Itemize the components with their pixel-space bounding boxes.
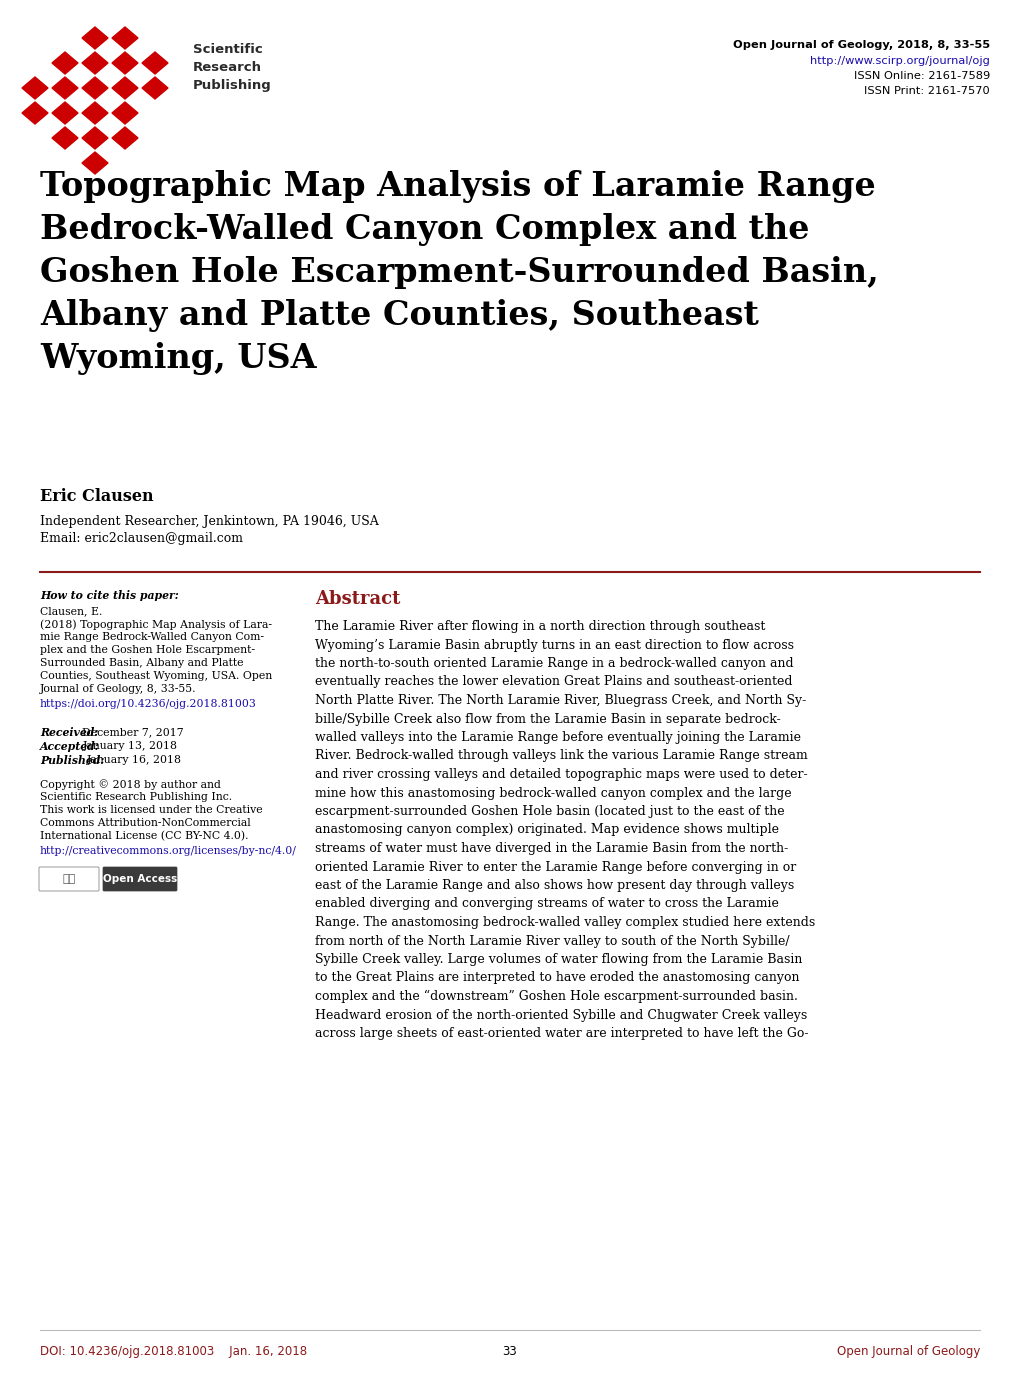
Text: January 13, 2018: January 13, 2018 bbox=[83, 740, 177, 752]
Text: Published:: Published: bbox=[40, 756, 104, 765]
Text: Range. The anastomosing bedrock-walled valley complex studied here extends: Range. The anastomosing bedrock-walled v… bbox=[315, 916, 814, 929]
Text: plex and the Goshen Hole Escarpment-: plex and the Goshen Hole Escarpment- bbox=[40, 645, 255, 655]
Text: Wyoming’s Laramie Basin abruptly turns in an east direction to flow across: Wyoming’s Laramie Basin abruptly turns i… bbox=[315, 638, 793, 652]
Polygon shape bbox=[112, 53, 138, 73]
Text: Eric Clausen: Eric Clausen bbox=[40, 489, 154, 505]
Text: Commons Attribution-NonCommercial: Commons Attribution-NonCommercial bbox=[40, 818, 251, 828]
Text: The Laramie River after flowing in a north direction through southeast: The Laramie River after flowing in a nor… bbox=[315, 620, 764, 632]
Text: 33: 33 bbox=[502, 1345, 517, 1358]
Polygon shape bbox=[22, 102, 48, 125]
Polygon shape bbox=[52, 78, 77, 100]
Polygon shape bbox=[112, 102, 138, 125]
Polygon shape bbox=[82, 127, 108, 149]
Text: Scientific Research Publishing Inc.: Scientific Research Publishing Inc. bbox=[40, 792, 232, 801]
Text: ISSN Print: 2161-7570: ISSN Print: 2161-7570 bbox=[863, 86, 989, 95]
Text: Journal of Geology, 8, 33-55.: Journal of Geology, 8, 33-55. bbox=[40, 684, 197, 693]
Text: bille/Sybille Creek also flow from the Laramie Basin in separate bedrock-: bille/Sybille Creek also flow from the L… bbox=[315, 713, 780, 725]
Text: http://www.scirp.org/journal/ojg: http://www.scirp.org/journal/ojg bbox=[809, 55, 989, 66]
Text: Open Access: Open Access bbox=[103, 875, 177, 884]
Polygon shape bbox=[52, 102, 77, 125]
Text: (2018) Topographic Map Analysis of Lara-: (2018) Topographic Map Analysis of Lara- bbox=[40, 619, 272, 630]
Text: Headward erosion of the north-oriented Sybille and Chugwater Creek valleys: Headward erosion of the north-oriented S… bbox=[315, 1009, 806, 1021]
Polygon shape bbox=[82, 28, 108, 48]
Text: Sybille Creek valley. Large volumes of water flowing from the Laramie Basin: Sybille Creek valley. Large volumes of w… bbox=[315, 954, 802, 966]
Text: and river crossing valleys and detailed topographic maps were used to deter-: and river crossing valleys and detailed … bbox=[315, 768, 807, 781]
Text: Scientific
Research
Publishing: Scientific Research Publishing bbox=[193, 43, 271, 91]
Polygon shape bbox=[52, 127, 77, 149]
Text: eventually reaches the lower elevation Great Plains and southeast-oriented: eventually reaches the lower elevation G… bbox=[315, 675, 792, 688]
Polygon shape bbox=[112, 127, 138, 149]
Text: Independent Researcher, Jenkintown, PA 19046, USA: Independent Researcher, Jenkintown, PA 1… bbox=[40, 515, 378, 529]
Text: to the Great Plains are interpreted to have eroded the anastomosing canyon: to the Great Plains are interpreted to h… bbox=[315, 972, 799, 984]
Text: mie Range Bedrock-Walled Canyon Com-: mie Range Bedrock-Walled Canyon Com- bbox=[40, 632, 264, 642]
Text: http://creativecommons.org/licenses/by-nc/4.0/: http://creativecommons.org/licenses/by-n… bbox=[40, 846, 297, 855]
Text: anastomosing canyon complex) originated. Map evidence shows multiple: anastomosing canyon complex) originated.… bbox=[315, 823, 779, 836]
Text: the north-to-south oriented Laramie Range in a bedrock-walled canyon and: the north-to-south oriented Laramie Rang… bbox=[315, 657, 793, 670]
Text: from north of the North Laramie River valley to south of the North Sybille/: from north of the North Laramie River va… bbox=[315, 934, 789, 948]
Text: walled valleys into the Laramie Range before eventually joining the Laramie: walled valleys into the Laramie Range be… bbox=[315, 731, 800, 745]
FancyBboxPatch shape bbox=[39, 866, 99, 891]
Polygon shape bbox=[142, 53, 168, 73]
Text: escarpment-surrounded Goshen Hole basin (located just to the east of the: escarpment-surrounded Goshen Hole basin … bbox=[315, 805, 784, 818]
Text: Clausen, E.: Clausen, E. bbox=[40, 606, 102, 616]
Polygon shape bbox=[82, 102, 108, 125]
Text: This work is licensed under the Creative: This work is licensed under the Creative bbox=[40, 805, 262, 815]
Text: across large sheets of east-oriented water are interpreted to have left the Go-: across large sheets of east-oriented wat… bbox=[315, 1027, 808, 1039]
Text: Surrounded Basin, Albany and Platte: Surrounded Basin, Albany and Platte bbox=[40, 657, 244, 668]
Text: DOI: 10.4236/ojg.2018.81003    Jan. 16, 2018: DOI: 10.4236/ojg.2018.81003 Jan. 16, 201… bbox=[40, 1345, 307, 1358]
Text: east of the Laramie Range and also shows how present day through valleys: east of the Laramie Range and also shows… bbox=[315, 879, 794, 893]
Text: https://doi.org/10.4236/ojg.2018.81003: https://doi.org/10.4236/ojg.2018.81003 bbox=[40, 699, 257, 709]
Polygon shape bbox=[52, 53, 77, 73]
Text: Open Journal of Geology, 2018, 8, 33-55: Open Journal of Geology, 2018, 8, 33-55 bbox=[733, 40, 989, 50]
Text: Accepted:: Accepted: bbox=[40, 740, 100, 752]
Polygon shape bbox=[82, 53, 108, 73]
Text: Counties, Southeast Wyoming, USA. Open: Counties, Southeast Wyoming, USA. Open bbox=[40, 671, 272, 681]
Polygon shape bbox=[112, 28, 138, 48]
Text: streams of water must have diverged in the Laramie Basin from the north-: streams of water must have diverged in t… bbox=[315, 841, 788, 855]
Polygon shape bbox=[142, 78, 168, 100]
FancyBboxPatch shape bbox=[103, 866, 177, 891]
Text: Email: eric2clausen@gmail.com: Email: eric2clausen@gmail.com bbox=[40, 531, 243, 545]
Text: December 7, 2017: December 7, 2017 bbox=[83, 727, 184, 738]
Text: ISSN Online: 2161-7589: ISSN Online: 2161-7589 bbox=[853, 71, 989, 82]
Polygon shape bbox=[82, 78, 108, 100]
Text: How to cite this paper:: How to cite this paper: bbox=[40, 590, 178, 601]
Text: complex and the “downstream” Goshen Hole escarpment-surrounded basin.: complex and the “downstream” Goshen Hole… bbox=[315, 990, 797, 1003]
Text: January 16, 2018: January 16, 2018 bbox=[87, 756, 181, 765]
Polygon shape bbox=[22, 78, 48, 100]
Text: Copyright © 2018 by author and: Copyright © 2018 by author and bbox=[40, 779, 221, 790]
Text: mine how this anastomosing bedrock-walled canyon complex and the large: mine how this anastomosing bedrock-walle… bbox=[315, 786, 791, 800]
Text: Open Journal of Geology: Open Journal of Geology bbox=[836, 1345, 979, 1358]
Text: Received:: Received: bbox=[40, 727, 98, 738]
Text: Abstract: Abstract bbox=[315, 590, 400, 608]
Text: North Platte River. The North Laramie River, Bluegrass Creek, and North Sy-: North Platte River. The North Laramie Ri… bbox=[315, 693, 805, 707]
Text: enabled diverging and converging streams of water to cross the Laramie: enabled diverging and converging streams… bbox=[315, 897, 779, 911]
Text: oriented Laramie River to enter the Laramie Range before converging in or: oriented Laramie River to enter the Lara… bbox=[315, 861, 796, 873]
Text: ⓈⒼ: ⓈⒼ bbox=[62, 875, 75, 884]
Text: International License (CC BY-NC 4.0).: International License (CC BY-NC 4.0). bbox=[40, 830, 249, 841]
Text: Topographic Map Analysis of Laramie Range
Bedrock-Walled Canyon Complex and the
: Topographic Map Analysis of Laramie Rang… bbox=[40, 170, 878, 375]
Text: River. Bedrock-walled through valleys link the various Laramie Range stream: River. Bedrock-walled through valleys li… bbox=[315, 750, 807, 763]
Polygon shape bbox=[112, 78, 138, 100]
Polygon shape bbox=[82, 152, 108, 174]
